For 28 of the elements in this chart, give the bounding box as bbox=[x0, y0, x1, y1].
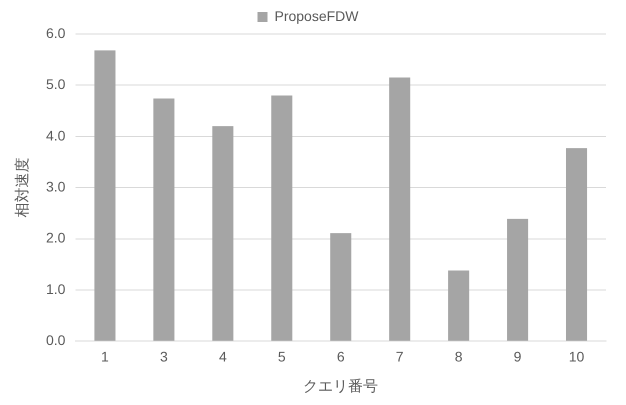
x-tick-label: 6 bbox=[336, 348, 345, 364]
bar bbox=[94, 50, 116, 341]
bar bbox=[330, 233, 352, 341]
y-tick-label: 2.0 bbox=[46, 230, 66, 246]
bar bbox=[448, 270, 470, 341]
x-tick-label: 7 bbox=[396, 348, 404, 364]
x-tick-label: 3 bbox=[160, 348, 168, 364]
y-tick-label: 1.0 bbox=[46, 280, 66, 297]
bar bbox=[212, 126, 234, 341]
x-tick-label: 10 bbox=[568, 348, 585, 364]
y-tick-label: 3.0 bbox=[46, 178, 66, 194]
x-tick-label: 9 bbox=[514, 348, 522, 364]
x-axis-title: クエリ番号 bbox=[303, 378, 378, 396]
bar bbox=[389, 78, 410, 341]
y-tick-label: 4.0 bbox=[46, 127, 66, 144]
legend-label: ProposeFDW bbox=[274, 8, 360, 24]
bar bbox=[507, 218, 528, 341]
y-axis-title: 相対速度 bbox=[14, 158, 32, 218]
y-tick-label: 0.0 bbox=[46, 332, 66, 348]
x-tick-label: 1 bbox=[101, 348, 110, 364]
x-tick-label: 8 bbox=[454, 348, 463, 364]
y-tick-label: 6.0 bbox=[46, 24, 66, 41]
x-tick-label: 5 bbox=[278, 348, 286, 364]
bar bbox=[271, 95, 292, 341]
bar bbox=[566, 148, 588, 341]
y-tick-label: 5.0 bbox=[46, 76, 66, 92]
x-tick-label: 4 bbox=[218, 348, 227, 364]
bar bbox=[153, 98, 174, 341]
